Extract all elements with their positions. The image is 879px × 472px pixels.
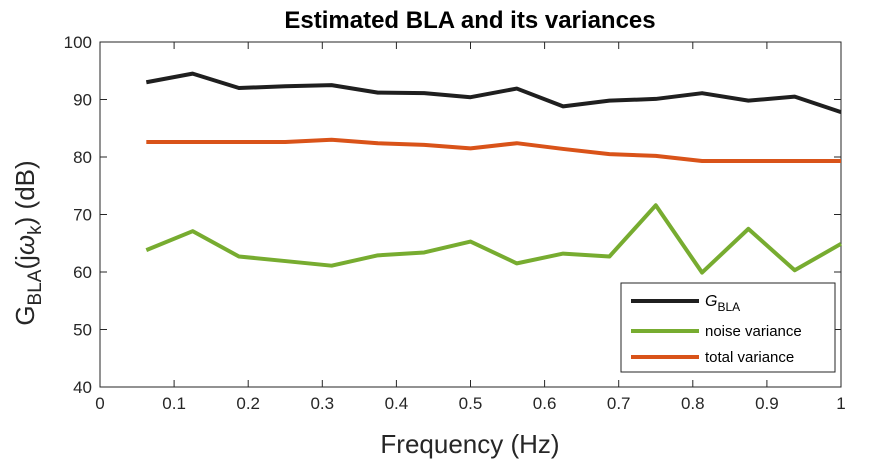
x-tick-label: 0.8: [681, 394, 705, 413]
x-tick-label: 0.2: [236, 394, 260, 413]
x-tick-label: 0.6: [533, 394, 557, 413]
y-label-paren-open: (j: [10, 255, 40, 269]
y-tick-label: 90: [73, 91, 92, 110]
series-line-noise-variance: [145, 203, 842, 275]
legend: GBLA noise variance total variance: [620, 282, 836, 373]
x-tick-label: 0.5: [459, 394, 483, 413]
legend-g-bla-main: G: [705, 293, 717, 310]
y-tick-label: 40: [73, 378, 92, 397]
x-tick-label: 0: [95, 394, 104, 413]
legend-label-total-variance: total variance: [705, 349, 794, 366]
series-line-total-variance: [146, 137, 841, 164]
y-label-paren-close: ) (dB): [10, 160, 40, 225]
x-tick-label: 1: [836, 394, 845, 413]
chart-title: Estimated BLA and its variances: [284, 7, 655, 34]
x-tick-label: 0.9: [755, 394, 779, 413]
x-tick-label: 0.4: [385, 394, 409, 413]
y-tick-label: 50: [73, 321, 92, 340]
y-tick-label: 80: [73, 148, 92, 167]
svg-text:GBLA(jωk) (dB): GBLA(jωk) (dB): [10, 160, 46, 325]
x-axis-label: Frequency (Hz): [380, 429, 559, 459]
y-tick-label: 100: [64, 33, 92, 52]
y-label-omega-sub: k: [25, 225, 46, 235]
plot-area: 0 0.1 0.2 0.3 0.4 0.5 0.6 0.7 0.8 0.9 1 40 50 60 70 80 9…: [64, 33, 846, 413]
legend-g-bla-sub: BLA: [717, 300, 740, 314]
y-label-omega: ω: [10, 235, 40, 255]
legend-label-noise-variance: noise variance: [705, 323, 802, 340]
y-label-sub: BLA: [25, 269, 46, 305]
x-tick-label: 0.7: [607, 394, 631, 413]
y-label-main: G: [10, 305, 40, 325]
y-tick-label: 60: [73, 263, 92, 282]
series-line-g-bla: [145, 71, 842, 115]
y-axis-label: GBLA(jωk) (dB): [10, 160, 46, 325]
y-tick-label: 70: [73, 206, 92, 225]
x-tick-label: 0.1: [162, 394, 186, 413]
legend-label-g-bla: GBLA: [705, 293, 740, 314]
x-tick-label: 0.3: [310, 394, 334, 413]
